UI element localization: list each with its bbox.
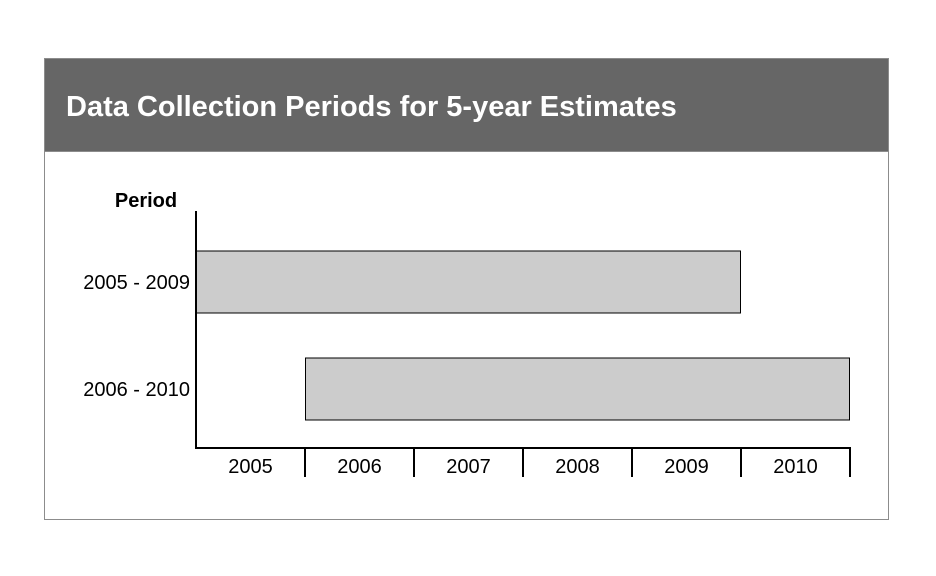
x-tick-label: 2008 xyxy=(555,456,600,478)
x-tick-label: 2005 xyxy=(228,456,273,478)
bars-layer xyxy=(196,250,850,421)
bar-2005-2009 xyxy=(196,250,741,314)
x-tick-label: 2010 xyxy=(773,456,818,478)
x-tick-labels: 2005 2006 2007 2008 2009 2010 xyxy=(228,448,851,478)
y-axis-title: Period xyxy=(115,190,177,212)
x-tick-label: 2007 xyxy=(446,456,491,478)
bar-2006-2010 xyxy=(305,357,850,421)
x-tick-label: 2006 xyxy=(337,456,382,478)
chart-header: Data Collection Periods for 5-year Estim… xyxy=(45,59,888,152)
y-tick-label: 2006 - 2010 xyxy=(83,379,190,401)
chart-card: Data Collection Periods for 5-year Estim… xyxy=(44,58,889,520)
x-tick-label: 2009 xyxy=(664,456,709,478)
y-tick-label: 2005 - 2009 xyxy=(83,272,190,294)
y-tick-labels: 2005 - 2009 2006 - 2010 xyxy=(83,272,190,401)
chart-title: Data Collection Periods for 5-year Estim… xyxy=(66,91,677,123)
